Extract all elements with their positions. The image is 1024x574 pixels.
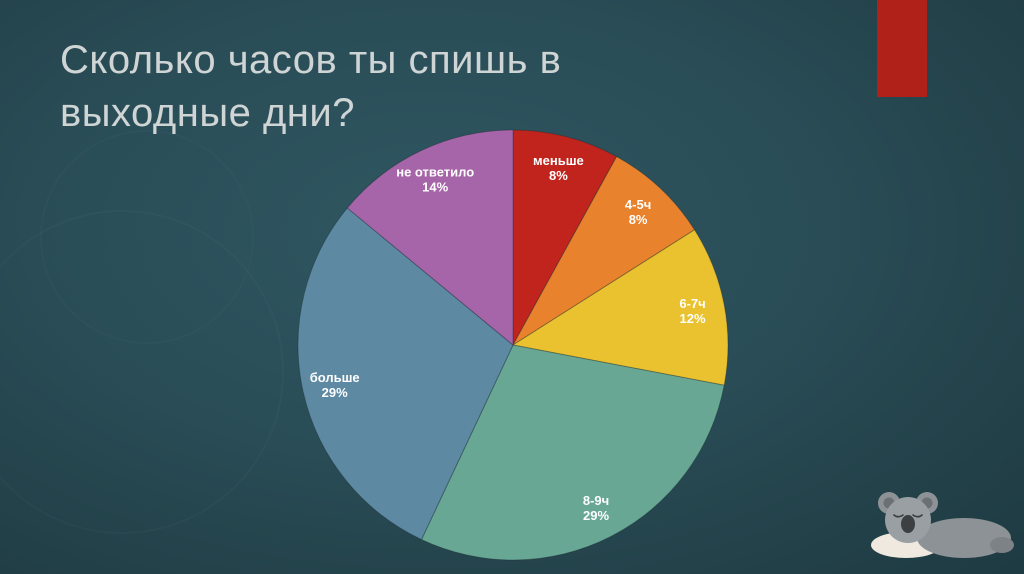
slide-title-line-2: выходные дни?: [60, 90, 355, 135]
pie-slice-label-1: 4-5ч 8%: [625, 197, 651, 227]
pie-slice-label-4: больше 29%: [310, 370, 360, 400]
sleeping-koala-illustration: [871, 492, 1014, 558]
pie-slice-3: [420, 344, 725, 561]
koala-nose: [901, 515, 915, 533]
pie-chart: меньше 8% 4-5ч 8% 6-7ч 12% 8-9ч 29% больше 29% не …: [297, 129, 729, 561]
pie-slice-2: [511, 229, 729, 386]
pie-slice-5: [346, 129, 514, 347]
pie-slice-label-0: меньше 8%: [533, 153, 584, 183]
pie-slice-1: [512, 155, 696, 346]
pie-slice-label-5: не ответило 14%: [396, 165, 474, 195]
pie-slice-0: [512, 129, 618, 346]
pie-slice-label-2: 6-7ч 12%: [679, 296, 706, 326]
background-decor-circle: [40, 130, 254, 344]
accent-bar: [877, 0, 927, 97]
pie-slice-label-3: 8-9ч 29%: [583, 493, 610, 523]
koala-eye-right: [912, 514, 923, 518]
koala-body: [917, 518, 1011, 558]
pie-slice-4: [297, 207, 514, 541]
background-decor-circle: [0, 210, 284, 534]
slide-title: Сколько часов ты спишь в выходные дни?: [60, 34, 780, 140]
koala-foot: [990, 537, 1014, 553]
koala-eye-left: [893, 514, 904, 518]
slide-title-line-1: Сколько часов ты спишь в: [60, 38, 562, 82]
